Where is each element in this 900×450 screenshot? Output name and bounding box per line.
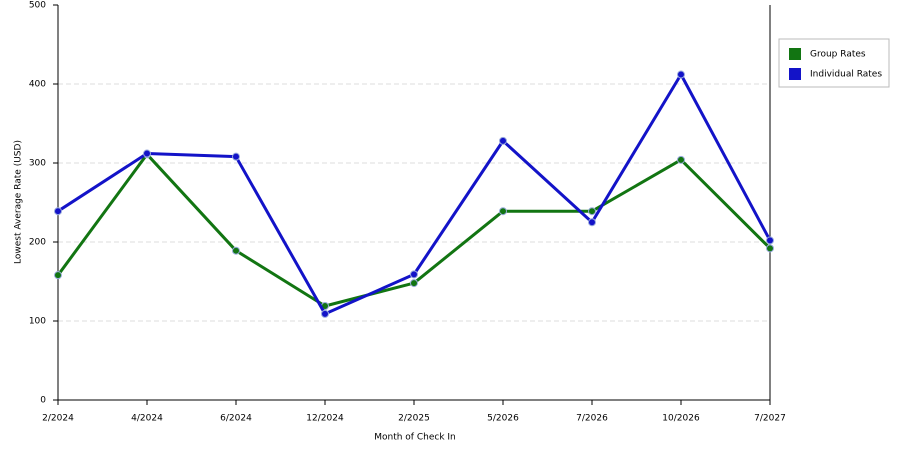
x-tick-label: 5/2026 [487,414,519,424]
data-point [410,270,418,279]
data-point [766,244,774,253]
data-point [677,70,685,79]
data-point [588,207,596,216]
y-axis-title: Lowest Average Rate (USD) [14,140,24,264]
legend-swatch [789,48,801,60]
data-point [54,271,62,280]
data-point [588,218,596,227]
y-tick-label: 100 [29,317,46,327]
x-tick-label: 12/2024 [306,414,344,424]
x-tick-label: 4/2024 [131,414,163,424]
data-point [410,279,418,288]
y-tick-label: 200 [29,238,46,248]
x-tick-label: 6/2024 [220,414,252,424]
data-point [499,207,507,216]
x-tick-label: 2/2025 [398,414,430,424]
x-axis-title: Month of Check In [374,433,456,443]
data-point [766,236,774,245]
y-tick-label: 0 [40,396,46,406]
x-tick-label: 2/2024 [42,414,74,424]
y-tick-label: 300 [29,159,46,169]
y-tick-label: 400 [29,80,46,90]
data-point [321,309,329,318]
data-point [499,136,507,145]
legend-label: Individual Rates [810,70,882,80]
legend-label: Group Rates [810,50,866,60]
data-point [232,246,240,255]
data-point [232,152,240,161]
data-point [143,149,151,158]
x-tick-label: 7/2026 [576,414,608,424]
x-tick-label: 10/2026 [662,414,700,424]
y-tick-label: 500 [29,1,46,11]
x-tick-label: 7/2027 [754,414,786,424]
data-point [677,155,685,164]
data-point [54,207,62,216]
legend-swatch [789,68,801,80]
